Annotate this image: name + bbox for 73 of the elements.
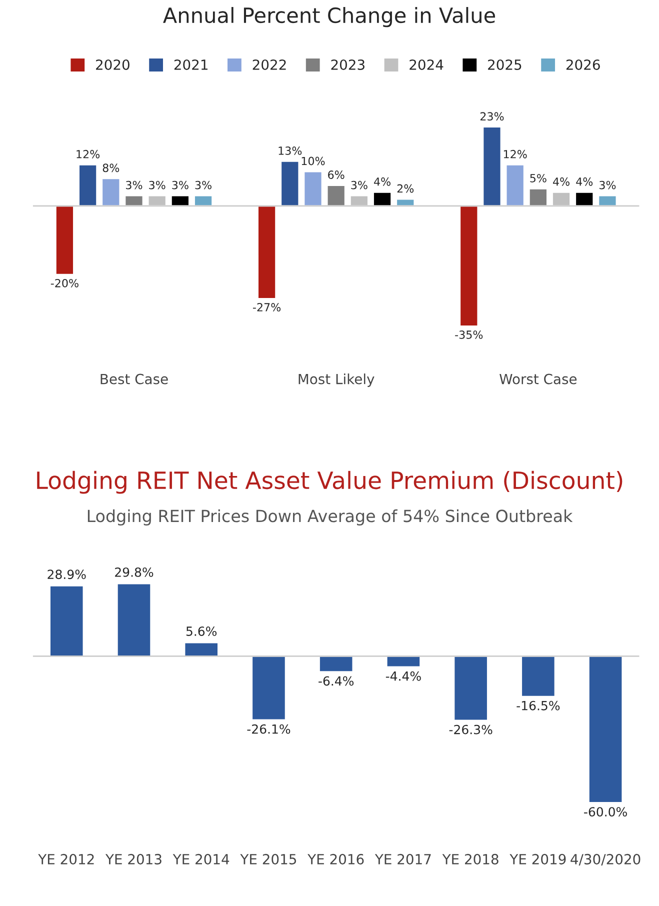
x-tick-label: Best Case — [100, 374, 168, 384]
x-tick-label: YE 2019 — [510, 854, 566, 864]
chart-title: Lodging REIT Net Asset Value Premium (Discount) — [37, 470, 622, 494]
x-tick-label: YE 2016 — [308, 854, 364, 864]
data-label: 12% — [504, 150, 527, 158]
data-label: -26.1% — [247, 724, 290, 734]
bar — [280, 160, 300, 207]
x-tick-label: YE 2018 — [442, 854, 498, 864]
data-label: -4.4% — [386, 671, 421, 681]
x-tick-label: YE 2012 — [38, 854, 94, 864]
data-label: 3% — [126, 180, 142, 190]
bar — [326, 184, 346, 207]
legend-label: 2026 — [566, 59, 600, 70]
data-label: 3% — [149, 180, 166, 190]
bar — [372, 191, 392, 207]
bar — [505, 164, 525, 207]
data-label: 10% — [302, 156, 325, 166]
bar — [101, 178, 121, 207]
bar — [49, 584, 84, 657]
bar — [588, 656, 624, 804]
data-label: 6% — [328, 170, 344, 179]
data-label: 3% — [600, 180, 616, 190]
data-label: 5% — [530, 174, 546, 182]
bar — [574, 191, 594, 207]
data-label: 5.6% — [186, 626, 217, 636]
data-label: -60.0% — [584, 807, 627, 817]
x-tick-label: 4/30/2020 — [570, 854, 640, 866]
legend-label: 2022 — [252, 59, 286, 70]
bar — [251, 656, 286, 721]
data-label: 4% — [553, 177, 570, 186]
data-label: -26.3% — [449, 724, 492, 734]
data-label: 3% — [172, 180, 188, 190]
data-label: 4% — [576, 177, 593, 186]
chart-subtitle: Lodging REIT Prices Down Average of 54% Since Outbreak — [88, 509, 573, 526]
bar — [520, 656, 556, 698]
bar — [303, 170, 323, 207]
x-tick-label: YE 2017 — [374, 854, 431, 864]
x-tick-label: YE 2014 — [172, 854, 230, 864]
legend-label: 2020 — [96, 59, 130, 70]
x-tick-label: Worst Case — [500, 374, 577, 384]
data-label: 28.9% — [48, 570, 86, 580]
legend-label: 2024 — [410, 59, 444, 70]
bar — [184, 642, 219, 657]
data-label: -16.5% — [516, 700, 560, 710]
legend-label: 2025 — [488, 59, 522, 70]
data-label: -27% — [252, 303, 281, 312]
x-tick-label: YE 2015 — [240, 854, 296, 864]
data-label: -20% — [50, 278, 78, 288]
bar — [257, 205, 277, 300]
data-label: 8% — [102, 164, 120, 172]
legend-label: 2023 — [331, 59, 364, 70]
data-label: 29.8% — [115, 567, 154, 577]
data-label: -35% — [455, 330, 483, 339]
data-label: 3% — [351, 180, 368, 190]
data-label: 12% — [76, 150, 100, 158]
chart-title: Annual Percent Change in Value — [163, 7, 496, 28]
bar — [459, 205, 479, 327]
bar — [453, 656, 488, 722]
data-label: 4% — [374, 177, 390, 186]
data-label: 2% — [397, 184, 414, 193]
bar — [78, 164, 98, 207]
data-label: 13% — [278, 146, 302, 155]
bar — [482, 126, 502, 207]
data-label: -6.4% — [318, 676, 354, 686]
bar — [528, 188, 548, 207]
x-tick-label: Most Likely — [298, 374, 374, 387]
bar — [318, 656, 354, 673]
legend-label: 2021 — [174, 59, 208, 70]
data-label: 23% — [480, 112, 504, 121]
bar — [55, 205, 74, 276]
data-label: 3% — [195, 180, 212, 190]
bar — [116, 582, 152, 657]
x-tick-label: YE 2013 — [105, 854, 162, 864]
